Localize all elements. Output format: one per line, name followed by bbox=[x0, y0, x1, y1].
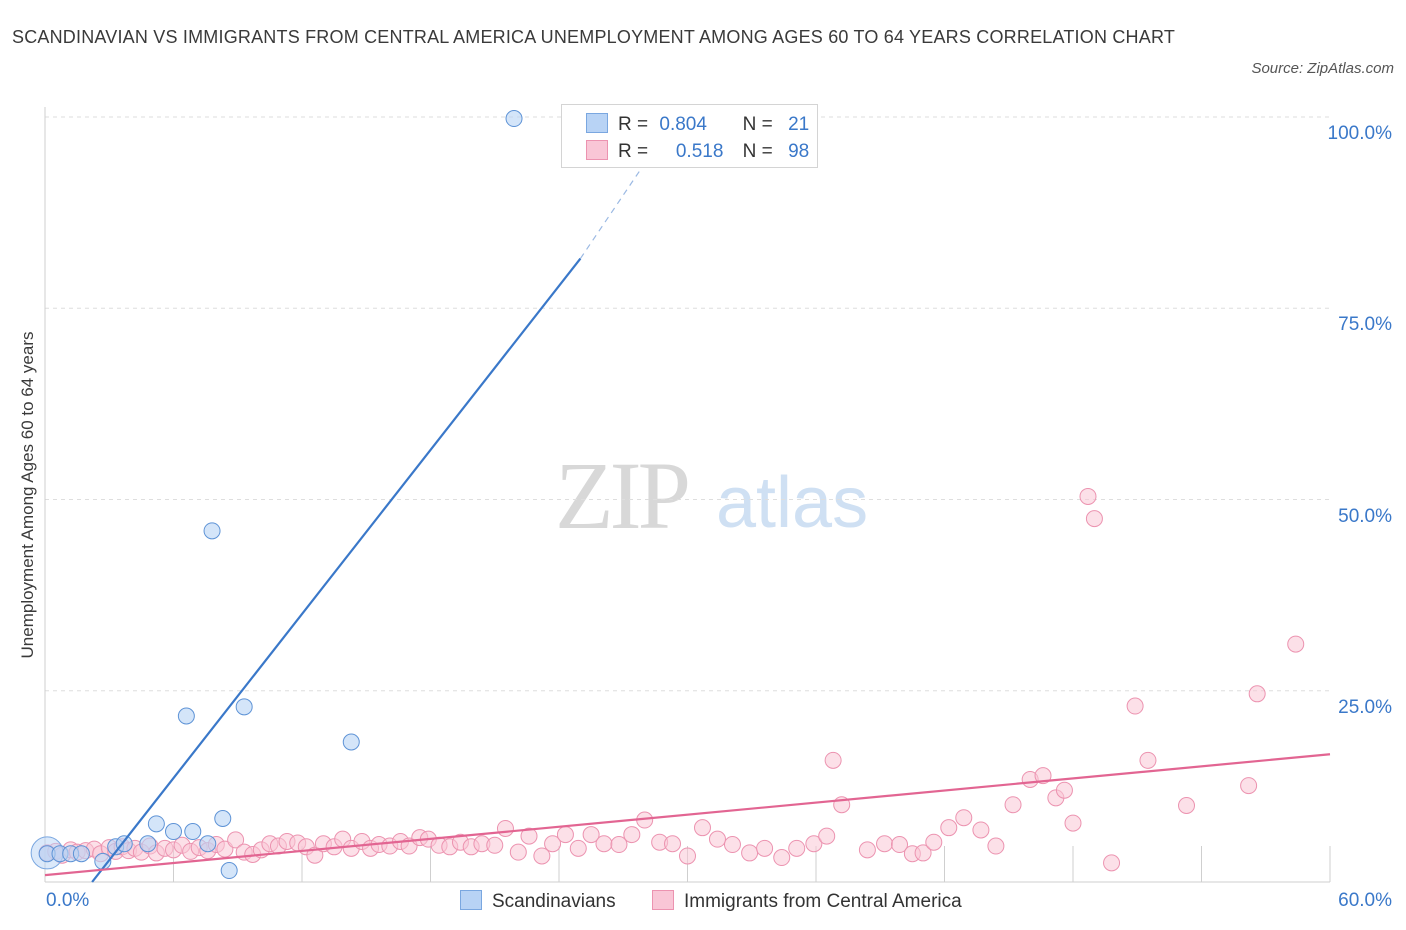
point-central-america bbox=[556, 826, 574, 844]
point-scandinavians bbox=[214, 810, 232, 828]
point-central-america bbox=[914, 844, 932, 862]
point-central-america bbox=[486, 836, 504, 854]
legend-swatch-pink bbox=[586, 140, 608, 160]
legend-row-scandinavians: R = 0.804 N = 21 bbox=[586, 113, 809, 137]
point-scandinavians bbox=[203, 522, 221, 540]
point-central-america bbox=[955, 809, 973, 827]
point-central-america bbox=[987, 837, 1005, 855]
legend-n-value: 98 bbox=[788, 141, 810, 162]
point-scandinavians bbox=[177, 707, 195, 725]
point-central-america bbox=[805, 835, 823, 853]
legend-item-scandinavians[interactable]: Scandinavians bbox=[460, 890, 616, 913]
legend-n-label: N = bbox=[742, 141, 773, 162]
point-central-america bbox=[1248, 685, 1266, 703]
axes bbox=[44, 107, 1331, 883]
point-central-america bbox=[520, 827, 538, 845]
point-central-america bbox=[1034, 767, 1052, 785]
legend-n-value: 21 bbox=[788, 114, 810, 135]
legend-r-value: 0.518 bbox=[675, 141, 724, 162]
point-central-america bbox=[569, 839, 587, 857]
point-scandinavians bbox=[139, 835, 157, 853]
point-central-america bbox=[679, 847, 696, 865]
legend-swatch-blue bbox=[586, 113, 608, 133]
chart-title: SCANDINAVIAN VS IMMIGRANTS FROM CENTRAL … bbox=[12, 27, 1176, 47]
point-scandinavians bbox=[184, 823, 202, 841]
point-central-america bbox=[708, 830, 726, 848]
x-tick-label-max: 60.0% bbox=[1338, 890, 1392, 911]
point-scandinavians bbox=[505, 110, 523, 128]
legend-swatch-blue bbox=[460, 890, 482, 910]
legend-r-label: R = bbox=[618, 141, 649, 162]
point-central-america bbox=[1126, 697, 1144, 715]
legend-n-label: N = bbox=[742, 114, 773, 135]
y-tick-label: 100.0% bbox=[1327, 123, 1392, 144]
point-central-america bbox=[773, 849, 791, 867]
chart-source: Source: ZipAtlas.com bbox=[1251, 60, 1394, 77]
point-central-america bbox=[741, 844, 759, 862]
point-scandinavians bbox=[235, 698, 253, 716]
legend-row-central-america: R = 0.518 N = 98 bbox=[586, 140, 809, 164]
point-central-america bbox=[972, 821, 990, 839]
trend-line-scandinavians bbox=[91, 257, 582, 883]
trend-lines bbox=[44, 147, 1331, 883]
point-central-america bbox=[824, 751, 842, 769]
point-central-america bbox=[1287, 635, 1305, 653]
point-scandinavians bbox=[342, 733, 360, 751]
point-central-america bbox=[723, 836, 741, 854]
legend-r-label: R = bbox=[618, 114, 649, 135]
point-central-america bbox=[1103, 854, 1121, 872]
point-scandinavians bbox=[199, 835, 217, 853]
y-tick-label: 50.0% bbox=[1338, 505, 1392, 527]
legend-item-label: Immigrants from Central America bbox=[684, 891, 962, 912]
point-central-america bbox=[544, 835, 562, 853]
point-central-america bbox=[858, 841, 876, 859]
point-central-america bbox=[1139, 751, 1157, 769]
gridlines bbox=[45, 116, 1330, 692]
point-central-america bbox=[925, 833, 943, 851]
series-scandinavians-points bbox=[30, 110, 523, 880]
series-legend: Scandinavians Immigrants from Central Am… bbox=[0, 890, 1406, 916]
point-central-america bbox=[227, 831, 245, 849]
point-central-america bbox=[818, 827, 836, 845]
point-central-america bbox=[693, 819, 711, 837]
point-scandinavians bbox=[147, 815, 165, 833]
point-central-america bbox=[1064, 814, 1082, 832]
point-central-america bbox=[1178, 797, 1196, 814]
point-central-america bbox=[509, 843, 527, 861]
point-scandinavians bbox=[165, 823, 182, 841]
point-central-america bbox=[306, 846, 324, 864]
point-central-america bbox=[496, 819, 514, 837]
watermark-zip: ZIP bbox=[555, 442, 691, 549]
point-scandinavians bbox=[72, 845, 90, 863]
point-scandinavians bbox=[220, 862, 238, 880]
legend-r-value: 0.804 bbox=[659, 114, 707, 135]
correlation-legend: R = 0.804 N = 21 R = 0.518 N = 98 bbox=[561, 104, 818, 168]
legend-item-central-america[interactable]: Immigrants from Central America bbox=[652, 890, 962, 913]
point-central-america bbox=[1085, 510, 1103, 528]
point-central-america bbox=[756, 839, 774, 857]
legend-swatch-pink bbox=[652, 890, 674, 910]
legend-item-label: Scandinavians bbox=[492, 891, 616, 912]
point-central-america bbox=[940, 819, 958, 837]
trend-line-central-america bbox=[44, 753, 1331, 877]
point-central-america bbox=[1004, 796, 1022, 814]
point-central-america bbox=[1240, 777, 1258, 795]
point-central-america bbox=[533, 847, 551, 865]
point-central-america bbox=[1079, 487, 1097, 505]
point-central-america bbox=[891, 836, 909, 854]
point-central-america bbox=[582, 826, 600, 844]
watermark-atlas: atlas bbox=[716, 463, 869, 543]
y-tick-label: 25.0% bbox=[1338, 696, 1392, 718]
point-central-america bbox=[623, 826, 641, 844]
point-central-america bbox=[788, 839, 806, 857]
point-central-america bbox=[876, 835, 894, 853]
point-central-america bbox=[610, 836, 628, 854]
point-central-america bbox=[664, 835, 682, 853]
y-tick-label: 75.0% bbox=[1338, 314, 1392, 336]
x-tick-label-min: 0.0% bbox=[46, 890, 90, 911]
point-central-america bbox=[1055, 781, 1073, 799]
point-central-america bbox=[595, 835, 613, 853]
